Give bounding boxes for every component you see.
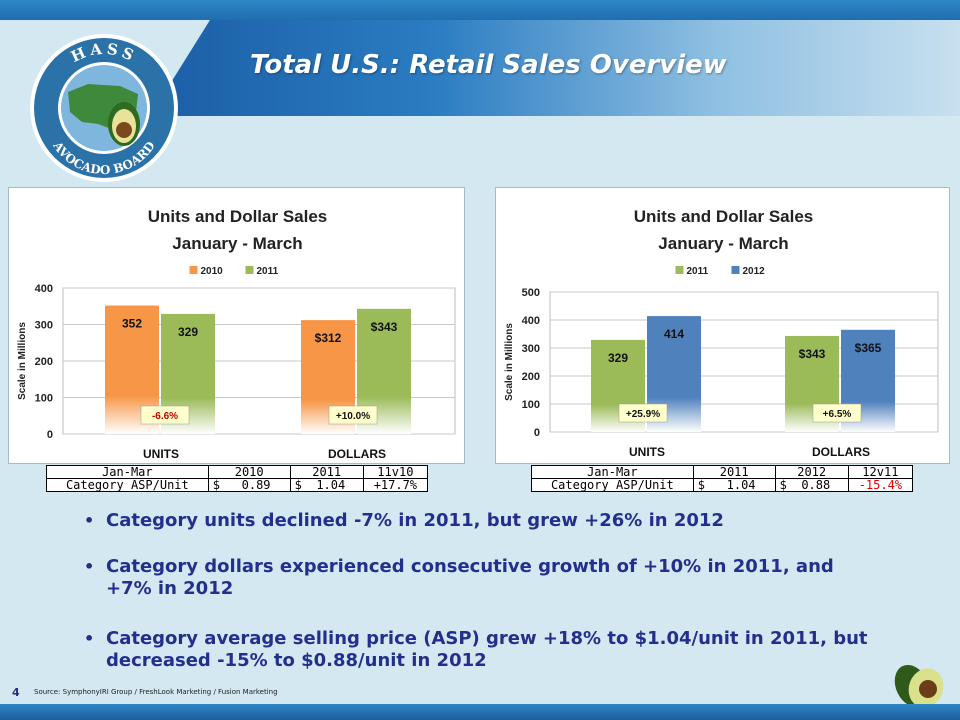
y-tick-label: 0 xyxy=(534,427,540,439)
chart-title: Units and Dollar Sales xyxy=(634,207,814,226)
asp-header-cell: 2011 xyxy=(692,465,776,479)
y-tick-label: 500 xyxy=(522,287,540,299)
bullet-item: • Category units declined -7% in 2011, b… xyxy=(84,510,884,532)
bullet-dot-icon: • xyxy=(84,511,95,530)
change-label-box xyxy=(812,403,862,423)
legend-label: 2010 xyxy=(201,266,224,277)
chart-left: Units and Dollar Sales January - March 201… xyxy=(17,207,456,461)
bar-value-label: $343 xyxy=(371,320,398,334)
y-tick-label: 300 xyxy=(35,320,53,332)
y-tick-label: 200 xyxy=(522,371,540,383)
bar-value-label: $365 xyxy=(855,341,882,355)
asp-header-cell: 11v10 xyxy=(362,465,429,479)
title-bar xyxy=(150,20,960,116)
bullet-text: Category dollars experienced consecutive… xyxy=(106,556,834,599)
y-tick-label: 300 xyxy=(522,343,540,355)
avocado-icon xyxy=(894,664,944,708)
bullet-dot-icon: • xyxy=(84,629,95,648)
y-tick-label: 400 xyxy=(522,315,540,327)
bar-value-label: $312 xyxy=(315,331,342,345)
legend-label: 2011 xyxy=(687,266,709,277)
top-band xyxy=(0,0,960,20)
chart-panel-right: Units and Dollar Sales January - March 201… xyxy=(495,187,950,464)
asp-change-cell-negative: -15.4% xyxy=(847,478,914,492)
page-number: 4 xyxy=(12,686,20,699)
change-label: +10.0% xyxy=(336,411,370,422)
asp-table-header-row: Jan-Mar 2011 2012 12v11 xyxy=(531,465,914,479)
asp-value-cell: $ 1.04 xyxy=(289,478,364,492)
asp-value-cell: $ 0.88 xyxy=(774,478,849,492)
asp-row-label: Category ASP/Unit xyxy=(46,478,209,492)
bullet-dot-icon: • xyxy=(84,557,95,576)
asp-header-cell: 2011 xyxy=(289,465,364,479)
bullet-item: • Category average selling price (ASP) g… xyxy=(84,628,884,672)
chart-right: Units and Dollar Sales January - March 201… xyxy=(504,207,939,459)
bullet-item: • Category dollars experienced consecuti… xyxy=(84,556,884,600)
asp-row-label: Category ASP/Unit xyxy=(531,478,694,492)
asp-header-cell: 2010 xyxy=(207,465,291,479)
asp-table-data-row: Category ASP/Unit $ 0.89 $ 1.04 +17.7% xyxy=(46,478,429,492)
bar-value-label: 414 xyxy=(664,327,684,341)
chart-panel-left: Units and Dollar Sales January - March 201… xyxy=(8,187,465,464)
asp-header-cell: Jan-Mar xyxy=(531,465,694,479)
legend-swatch xyxy=(675,266,684,274)
bullet-text: Category average selling price (ASP) gre… xyxy=(106,628,868,671)
x-category-label: UNITS xyxy=(629,445,665,459)
x-category-label: UNITS xyxy=(143,447,179,461)
legend-swatch xyxy=(731,266,740,274)
legend-label: 2011 xyxy=(257,266,279,277)
legend-swatch xyxy=(189,266,198,274)
y-tick-label: 400 xyxy=(35,283,53,295)
bar-value-label: $343 xyxy=(799,347,826,361)
change-label-box xyxy=(140,405,190,425)
x-category-label: DOLLARS xyxy=(328,447,386,461)
legend-label: 2012 xyxy=(743,266,766,277)
y-axis-label: Scale in Millions xyxy=(504,323,515,401)
asp-table-left: Jan-Mar 2010 2011 11v10 Category ASP/Uni… xyxy=(46,465,429,492)
asp-change-cell: +17.7% xyxy=(362,478,429,492)
page-title: Total U.S.: Retail Sales Overview xyxy=(250,50,727,80)
asp-table-header-row: Jan-Mar 2010 2011 11v10 xyxy=(46,465,429,479)
y-tick-label: 200 xyxy=(35,356,53,368)
bar-value-label: 352 xyxy=(122,317,142,331)
chart-subtitle: January - March xyxy=(658,234,788,253)
hass-avocado-board-logo: HASS AVOCADO BOARD xyxy=(30,34,178,182)
asp-value-cell: $ 0.89 xyxy=(207,478,291,492)
asp-value-cell: $ 1.04 xyxy=(692,478,776,492)
bullet-text: Category units declined -7% in 2011, but… xyxy=(106,510,724,531)
asp-table-right: Jan-Mar 2011 2012 12v11 Category ASP/Uni… xyxy=(531,465,914,492)
source-note: Source: SymphonyIRI Group / FreshLook Ma… xyxy=(34,688,278,696)
change-label: +25.9% xyxy=(626,409,660,420)
asp-header-cell: Jan-Mar xyxy=(46,465,209,479)
asp-header-cell: 2012 xyxy=(774,465,849,479)
change-label: -6.6% xyxy=(152,411,178,422)
bar-value-label: 329 xyxy=(178,325,198,339)
bottom-band xyxy=(0,704,960,720)
change-label: +6.5% xyxy=(823,409,852,420)
change-label-box xyxy=(618,403,668,423)
asp-table-data-row: Category ASP/Unit $ 1.04 $ 0.88 -15.4% xyxy=(531,478,914,492)
chart-subtitle: January - March xyxy=(172,234,302,253)
legend-swatch xyxy=(245,266,254,274)
asp-header-cell: 12v11 xyxy=(847,465,914,479)
y-tick-label: 0 xyxy=(47,429,53,441)
x-category-label: DOLLARS xyxy=(812,445,870,459)
bar-value-label: 329 xyxy=(608,351,628,365)
chart-title: Units and Dollar Sales xyxy=(148,207,328,226)
change-label-box xyxy=(328,405,378,425)
y-tick-label: 100 xyxy=(522,399,540,411)
y-tick-label: 100 xyxy=(35,393,53,405)
y-axis-label: Scale in Millions xyxy=(17,322,28,400)
